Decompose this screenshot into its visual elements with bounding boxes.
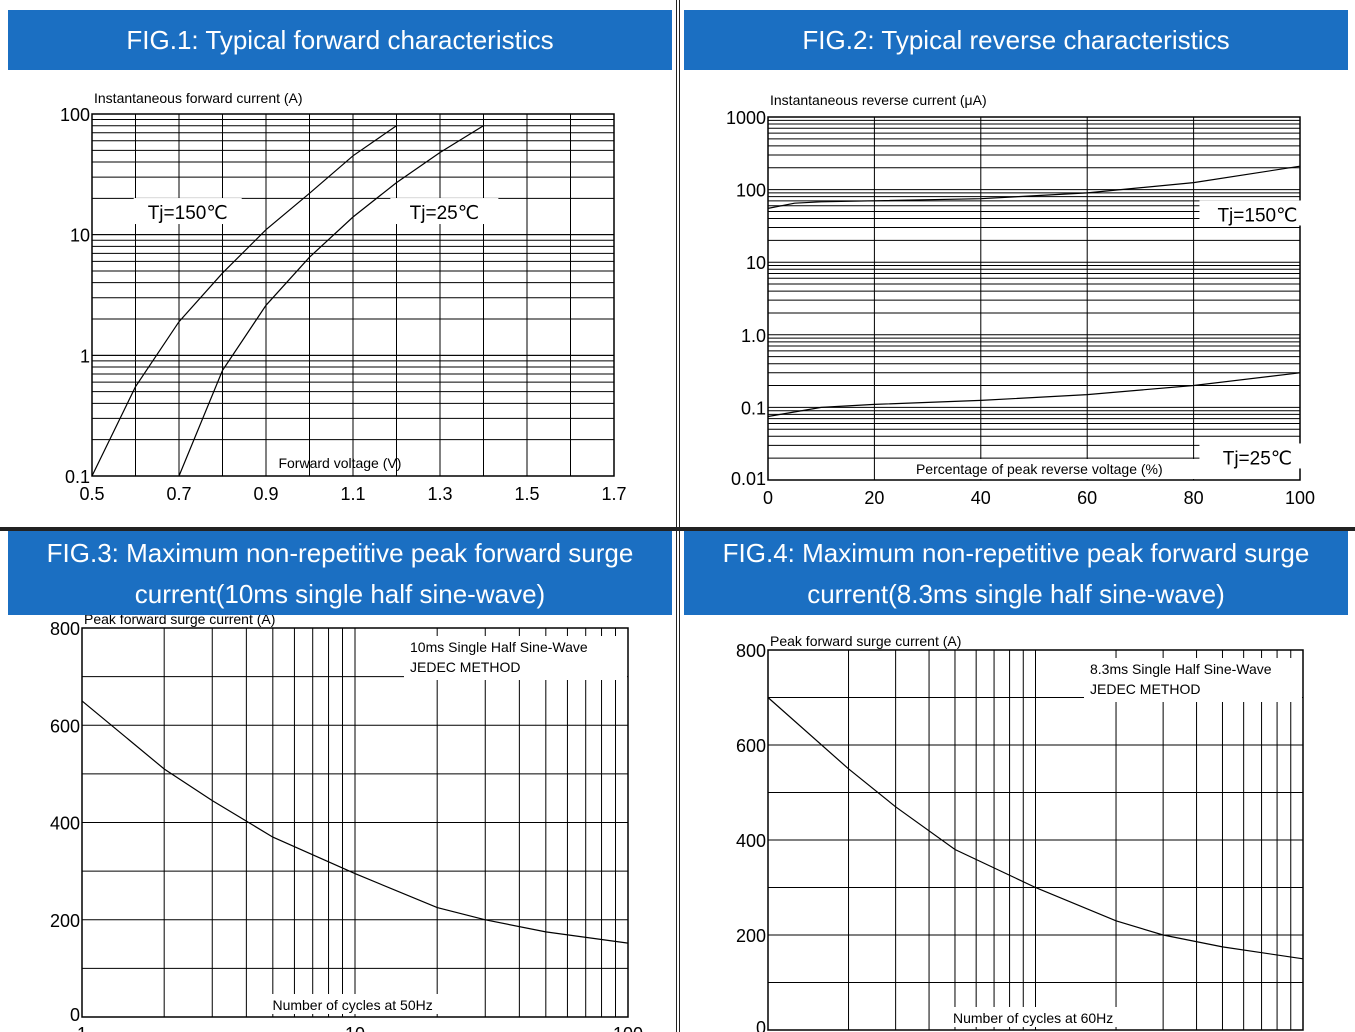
series-label: Tj=150℃ (1217, 205, 1297, 226)
x-axis-label: Number of cycles at 50Hz (272, 997, 432, 1013)
annotation-text: 10ms Single Half Sine-Wave (410, 639, 588, 655)
fig3-header: FIG.3: Maximum non-repetitive peak forwa… (8, 531, 672, 615)
y-tick-label: 800 (50, 619, 80, 639)
fig4-header: FIG.4: Maximum non-repetitive peak forwa… (684, 531, 1348, 615)
y-tick-label: 600 (736, 736, 766, 756)
series-line-tj150 (91, 125, 397, 477)
y-tick-label: 800 (736, 641, 766, 661)
fig2-header: FIG.2: Typical reverse characteristics (684, 10, 1348, 70)
x-tick-label: 20 (864, 488, 884, 508)
series-line-tj150 (767, 165, 1301, 209)
fig3-chart: 0 200 400 600 800 1 10 100 Peak forward surge cu… (50, 615, 643, 1032)
y-axis-label: Peak forward surge current (A) (84, 615, 275, 627)
y-tick-label: 100 (60, 105, 90, 125)
series-label: Tj=25℃ (410, 203, 479, 224)
fig2-chart: 0.01 0.1 1.0 10 100 1000 0 20 40 60 80 100 Instantan… (726, 92, 1316, 508)
surge-curve (81, 700, 629, 944)
y-tick-label: 0.1 (65, 467, 90, 487)
plot-frame (767, 649, 1304, 1031)
annotation-text: JEDEC METHOD (410, 659, 520, 675)
x-tick-label: 1.3 (427, 484, 452, 504)
fig3-title: FIG.3: Maximum non-repetitive peak forwa… (46, 538, 634, 609)
x-tick-label: 1.7 (601, 484, 626, 504)
fig4-title: FIG.4: Maximum non-repetitive peak forwa… (722, 538, 1310, 609)
series-label-bg (390, 198, 499, 225)
plot-frame (81, 627, 629, 1018)
annotation-bg (404, 636, 627, 680)
x-axis-label-bg (934, 1007, 1135, 1027)
y-tick-label: 10 (746, 253, 766, 273)
fig1-header: FIG.1: Typical forward characteristics (8, 10, 672, 70)
annotation-text: JEDEC METHOD (1090, 681, 1200, 697)
vertical-divider (676, 0, 680, 1032)
y-axis-label: Instantaneous forward current (A) (94, 90, 303, 106)
fig3-panel: FIG.3: Maximum non-repetitive peak forwa… (0, 531, 676, 1032)
annotation-bg (1084, 658, 1302, 702)
x-tick-label: 100 (1285, 488, 1315, 508)
series-label: Tj=150℃ (148, 203, 228, 224)
y-tick-label: 400 (50, 814, 80, 834)
series-label: Tj=25℃ (1223, 448, 1292, 469)
plot-frame (91, 113, 615, 477)
x-axis-label-bg (911, 459, 1202, 479)
series-line-tj25 (178, 125, 484, 477)
x-tick-label: 0.9 (253, 484, 278, 504)
x-axis-label: Percentage of peak reverse voltage (%) (916, 461, 1163, 477)
x-axis-label: Number of cycles at 60Hz (953, 1010, 1113, 1026)
x-tick-label: 60 (1077, 488, 1097, 508)
y-tick-label: 200 (736, 926, 766, 946)
x-tick-label: 0 (763, 488, 773, 508)
fig4-panel: FIG.4: Maximum non-repetitive peak forwa… (680, 531, 1355, 1032)
y-tick-label: 0 (70, 1005, 80, 1025)
annotation-text: 8.3ms Single Half Sine-Wave (1090, 661, 1272, 677)
y-tick-label: 100 (736, 181, 766, 201)
y-axis-label: Instantaneous reverse current (μA) (770, 92, 987, 108)
x-axis-label: Forward voltage (V) (278, 455, 401, 471)
plot-frame (767, 116, 1301, 481)
y-tick-label: 200 (50, 911, 80, 931)
fig1-title: FIG.1: Typical forward characteristics (126, 25, 554, 55)
fig4-chart: 0200400600800110100Peak forward surge cu… (736, 633, 1304, 1032)
y-tick-label: 600 (50, 716, 80, 736)
surge-curve (767, 697, 1304, 960)
y-tick-label: 0.1 (741, 398, 766, 418)
x-axis-label-bg (252, 994, 453, 1014)
x-tick-label: 1 (77, 1024, 87, 1032)
horizontal-divider (0, 527, 1355, 531)
fig2-panel: FIG.2: Typical reverse characteristics 0… (680, 0, 1355, 527)
x-tick-label: 10 (345, 1024, 365, 1032)
y-tick-label: 0.01 (731, 469, 766, 489)
y-tick-label: 10 (70, 226, 90, 246)
y-tick-label: 1.0 (741, 326, 766, 346)
x-tick-label: 0.5 (79, 484, 104, 504)
x-tick-label: 0.7 (166, 484, 191, 504)
series-line-tj25 (767, 372, 1301, 418)
y-tick-label: 1 (80, 346, 90, 366)
series-label-bg (1199, 443, 1316, 469)
fig2-title: FIG.2: Typical reverse characteristics (802, 25, 1230, 55)
y-tick-label: 400 (736, 831, 766, 851)
fig1-chart: 0.1 1 10 100 0.5 0.7 0.9 1.1 1.3 1.5 1.7 Instantane… (60, 90, 627, 504)
x-tick-label: 1.1 (340, 484, 365, 504)
y-axis-label: Peak forward surge current (A) (770, 633, 961, 649)
series-label-bg (133, 198, 242, 225)
y-tick-label: 1000 (726, 108, 766, 128)
x-tick-label: 80 (1184, 488, 1204, 508)
x-tick-label: 100 (613, 1024, 643, 1032)
y-tick-label: 0 (756, 1018, 766, 1032)
x-tick-label: 1.5 (514, 484, 539, 504)
series-label-bg (1199, 200, 1316, 226)
fig1-panel: FIG.1: Typical forward characteristics 0… (0, 0, 676, 527)
x-tick-label: 40 (971, 488, 991, 508)
